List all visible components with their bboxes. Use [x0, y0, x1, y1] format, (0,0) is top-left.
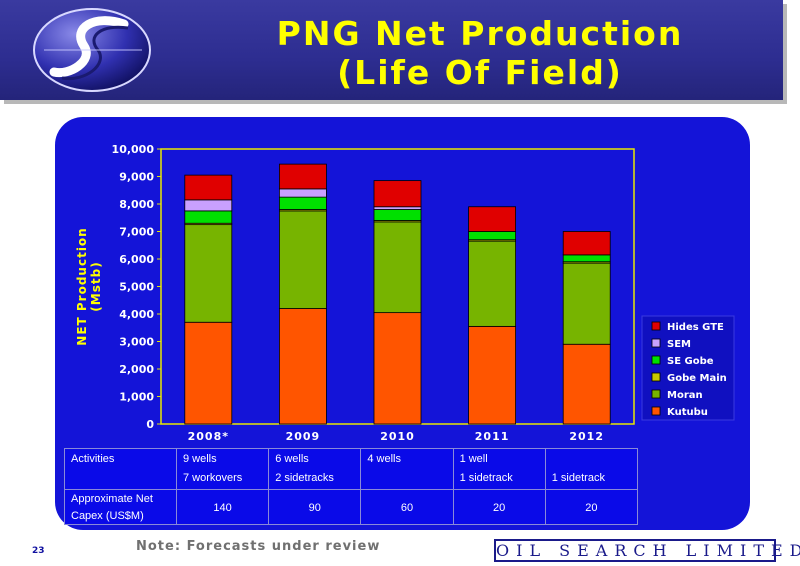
legend-swatch [651, 389, 661, 399]
y-tick-label: 3,000 [119, 336, 154, 349]
legend-box [641, 315, 735, 421]
forecast-note: Note: Forecasts under review [136, 539, 381, 554]
legend-label: SE Gobe [667, 356, 714, 367]
legend-label: Hides GTE [667, 322, 724, 333]
y-tick-label: 2,000 [119, 363, 154, 376]
cell-line: 4 wells [367, 453, 401, 465]
axes: 0 1,000 2,000 3,000 4,000 5,000 6,000 7,000 8,00… [75, 143, 635, 431]
table-cell: 60 [360, 489, 454, 525]
cell-line: 2 sidetracks [275, 472, 334, 484]
legend-swatch [651, 372, 661, 382]
legend-swatch [651, 338, 661, 348]
slide-title: PNG Net Production (Life Of Field) [200, 14, 760, 92]
cell-line: 6 wells [275, 453, 309, 465]
table-cell: 20 [544, 489, 639, 525]
table-cell: 90 [268, 489, 362, 525]
legend-label: Moran [667, 390, 703, 401]
title-line-2: (Life Of Field) [337, 53, 623, 92]
row-label-line: Capex (US$M) [71, 510, 144, 522]
bar-segment-kutubu [278, 308, 327, 425]
y-tick-label: 0 [146, 418, 154, 431]
row-label: Approximate Net Capex (US$M) [64, 489, 177, 525]
activities-table: Activities 9 wells 7 workovers 6 wells 2 sid… [64, 448, 639, 525]
page-number: 23 [32, 546, 45, 556]
bars: 2008* 2009 2010 2011 2012 [184, 163, 611, 443]
bar-segment-se-gobe [184, 210, 233, 224]
cell-line: 140 [213, 501, 232, 514]
y-axis-title-line: NET Production [75, 227, 89, 345]
bar-segment-moran [184, 224, 233, 323]
y-tick-label: 7,000 [119, 226, 154, 239]
legend-swatch [651, 406, 661, 416]
y-axis-title-line: (Mstb) [89, 261, 103, 311]
y-tick-label: 10,000 [112, 143, 155, 156]
bar-segment-moran [373, 221, 422, 314]
x-tick-label: 2011 [475, 430, 510, 443]
y-tick-label: 6,000 [119, 253, 154, 266]
legend-label: Kutubu [667, 407, 708, 418]
cell-line: 20 [493, 501, 506, 514]
x-tick-label: 2009 [286, 430, 321, 443]
cell-line: 1 well [459, 453, 488, 465]
cell-line: 9 wells [183, 453, 217, 465]
cell-line: 1 sidetrack [551, 472, 605, 484]
table-cell: 20 [452, 489, 546, 525]
table-cell: 1 sidetrack [544, 448, 639, 490]
bar-segment-kutubu [373, 312, 422, 425]
table-cell: 140 [175, 489, 270, 525]
cell-line: 7 workovers [183, 472, 243, 484]
table-cell: 6 wells 2 sidetracks [268, 448, 362, 490]
company-logo [33, 8, 151, 92]
row-label-line: Approximate Net [71, 493, 153, 505]
bar-segment-moran [278, 210, 327, 309]
bar-segment-hides-gte [278, 163, 327, 190]
bar-segment-sem [373, 206, 422, 210]
title-line-1: PNG Net Production [276, 14, 684, 53]
table-row: Activities 9 wells 7 workovers 6 wells 2 sid… [64, 448, 639, 490]
bar-segment-hides-gte [468, 206, 517, 232]
bar-segment-sem [278, 188, 327, 198]
row-label-line: Activities [71, 453, 115, 465]
bar-segment-moran [562, 262, 611, 345]
y-tick-label: 4,000 [119, 308, 154, 321]
bar-segment-se-gobe [278, 196, 327, 210]
y-tick-label: 1,000 [119, 391, 154, 404]
bar-segment-hides-gte [562, 231, 611, 256]
x-tick-label: 2008* [188, 430, 229, 443]
bar-segment-kutubu [468, 325, 517, 425]
cell-line: 60 [400, 501, 414, 514]
bar-segment-moran [468, 240, 517, 327]
y-axis-title: NET Production(Mstb) [75, 227, 103, 345]
bar-segment-se-gobe [562, 254, 611, 263]
x-tick-label: 2012 [569, 430, 604, 443]
x-tick-label: 2010 [380, 430, 415, 443]
cell-line: 20 [585, 501, 598, 514]
cell-line [552, 449, 631, 468]
bar-segment-hides-gte [373, 180, 422, 208]
company-name: OIL SEARCH LIMITED [494, 539, 800, 562]
y-tick-label: 8,000 [119, 198, 154, 211]
bar-segment-kutubu [562, 343, 611, 425]
title-bar: PNG Net Production (Life Of Field) [0, 0, 783, 100]
bar-segment-se-gobe [373, 209, 422, 221]
legend-label: Gobe Main [667, 373, 727, 384]
table-cell: 1 well 1 sidetrack [452, 448, 546, 490]
y-tick-label: 5,000 [119, 281, 154, 294]
legend-label: SEM [667, 339, 691, 350]
bar-segment-sem [184, 199, 233, 212]
legend-swatch [651, 321, 661, 331]
bar-segment-kutubu [184, 321, 233, 425]
table-cell: 9 wells 7 workovers [175, 448, 270, 490]
table-cell: 4 wells [360, 448, 454, 490]
legend: Hides GTE SEM SE Gobe Gobe Main Moran Kutubu [641, 315, 735, 421]
bar-segment-se-gobe [468, 231, 517, 241]
bar-segment-hides-gte [184, 174, 233, 201]
cell-line: 90 [308, 501, 321, 514]
y-tick-label: 9,000 [119, 171, 154, 184]
row-label: Activities [64, 448, 177, 490]
cell-line: 1 sidetrack [459, 472, 513, 484]
table-row: Approximate Net Capex (US$M) 140 90 60 20 20 [64, 489, 639, 525]
legend-swatch [651, 355, 661, 365]
